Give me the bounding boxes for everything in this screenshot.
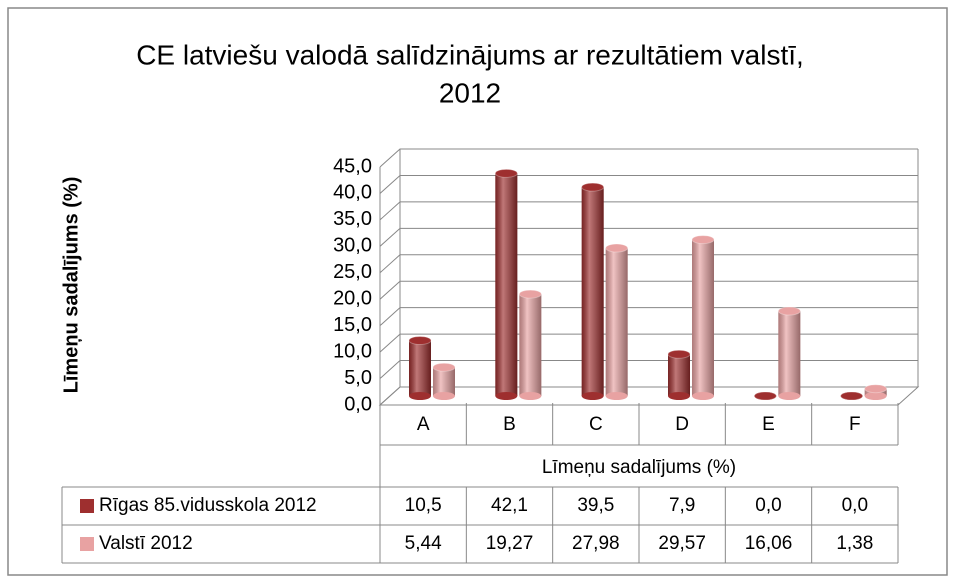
table-value: 0,0 <box>755 495 781 516</box>
cylinder-shade <box>668 354 690 396</box>
legend-label: Valstī 2012 <box>99 533 193 554</box>
grid-line <box>379 386 918 406</box>
x-axis-title: Līmeņu sadalījums (%) <box>542 457 736 478</box>
cylinder-top <box>494 168 518 178</box>
table-value: 27,98 <box>572 533 620 554</box>
table-value: 7,9 <box>669 495 695 516</box>
cylinder-base <box>778 392 801 400</box>
cylinder-top <box>432 362 456 372</box>
y-tick-label: 45,0 <box>333 155 372 177</box>
y-tick-label: 35,0 <box>333 208 372 230</box>
chart-title: CE latviešu valodā salīdzinājums ar rezu… <box>136 39 804 70</box>
cylinder-shade <box>409 340 431 396</box>
bar <box>840 391 864 401</box>
legend-key <box>80 537 94 551</box>
table-value: 1,38 <box>836 533 873 554</box>
cylinder-base <box>668 392 690 400</box>
x-tick-label: D <box>675 414 689 435</box>
table-value: 39,5 <box>577 495 614 516</box>
bar <box>605 243 629 400</box>
x-tick-label: A <box>417 414 430 435</box>
cylinder-top <box>691 235 715 245</box>
cylinder-base <box>409 392 431 400</box>
x-tick-label: E <box>762 414 775 435</box>
chart-border <box>7 7 948 576</box>
cylinder-top <box>753 391 777 401</box>
bar <box>581 182 605 400</box>
bar <box>667 349 691 400</box>
y-tick-label: 10,0 <box>333 340 372 362</box>
cylinder-base <box>495 392 518 400</box>
y-tick-label: 5,0 <box>344 367 372 389</box>
cylinder-shade <box>495 173 518 396</box>
cylinder-shade <box>605 248 628 396</box>
y-tick-label: 20,0 <box>333 288 372 310</box>
bar <box>432 362 456 400</box>
cylinder-shade <box>433 367 455 396</box>
table-value: 5,44 <box>405 533 442 554</box>
table-value: 0,0 <box>842 495 868 516</box>
cylinder-top <box>408 335 432 345</box>
y-tick-label: 30,0 <box>333 235 372 257</box>
grid-line <box>379 360 918 379</box>
cylinder-top <box>518 289 542 299</box>
table-value: 29,57 <box>658 533 706 554</box>
grid-line <box>379 201 918 221</box>
cylinder-top <box>667 349 691 359</box>
y-tick-label: 25,0 <box>333 261 372 283</box>
cylinder-shade <box>581 187 604 396</box>
bar <box>864 384 888 400</box>
grid-line <box>379 307 918 327</box>
table-value: 10,5 <box>405 495 442 516</box>
bar <box>777 306 801 400</box>
y-axis-title: Līmeņu sadalījums (%) <box>60 177 82 394</box>
cylinder-shade <box>778 311 801 396</box>
cylinder-base <box>864 392 887 400</box>
cylinder-base <box>433 392 455 400</box>
bar <box>408 335 432 400</box>
bar <box>753 391 777 401</box>
grid-line <box>379 280 918 300</box>
cylinder-base <box>692 392 714 400</box>
legend-label: Rīgas 85.vidusskola 2012 <box>99 495 317 516</box>
grid-line <box>379 227 918 247</box>
cylinder-top <box>777 306 801 316</box>
cylinder-top <box>605 243 629 253</box>
y-tick-label: 15,0 <box>333 314 372 336</box>
cylinder-base <box>519 392 542 400</box>
legend-key <box>80 499 94 513</box>
cylinder-shade <box>519 294 542 396</box>
cylinder-base <box>605 392 628 400</box>
grid-line <box>379 148 918 168</box>
bar <box>691 235 715 400</box>
chart-subtitle: 2012 <box>439 77 501 108</box>
cylinder-base <box>581 392 604 400</box>
cylinder-top <box>840 391 864 401</box>
y-tick-label: 0,0 <box>344 393 372 415</box>
y-tick-label: 40,0 <box>333 182 372 204</box>
table-value: 42,1 <box>491 495 528 516</box>
cylinder-top <box>581 182 605 192</box>
bar <box>494 168 518 400</box>
grid-line <box>379 254 918 274</box>
bar <box>518 289 542 400</box>
cylinder-shade <box>692 239 714 396</box>
table-value: 16,06 <box>745 533 793 554</box>
grid-line <box>379 174 918 194</box>
x-tick-label: F <box>849 414 861 435</box>
table-value: 19,27 <box>486 533 534 554</box>
x-tick-label: B <box>503 414 516 435</box>
grid-line <box>379 333 918 353</box>
cylinder-top <box>864 384 888 394</box>
x-tick-label: C <box>589 414 603 435</box>
